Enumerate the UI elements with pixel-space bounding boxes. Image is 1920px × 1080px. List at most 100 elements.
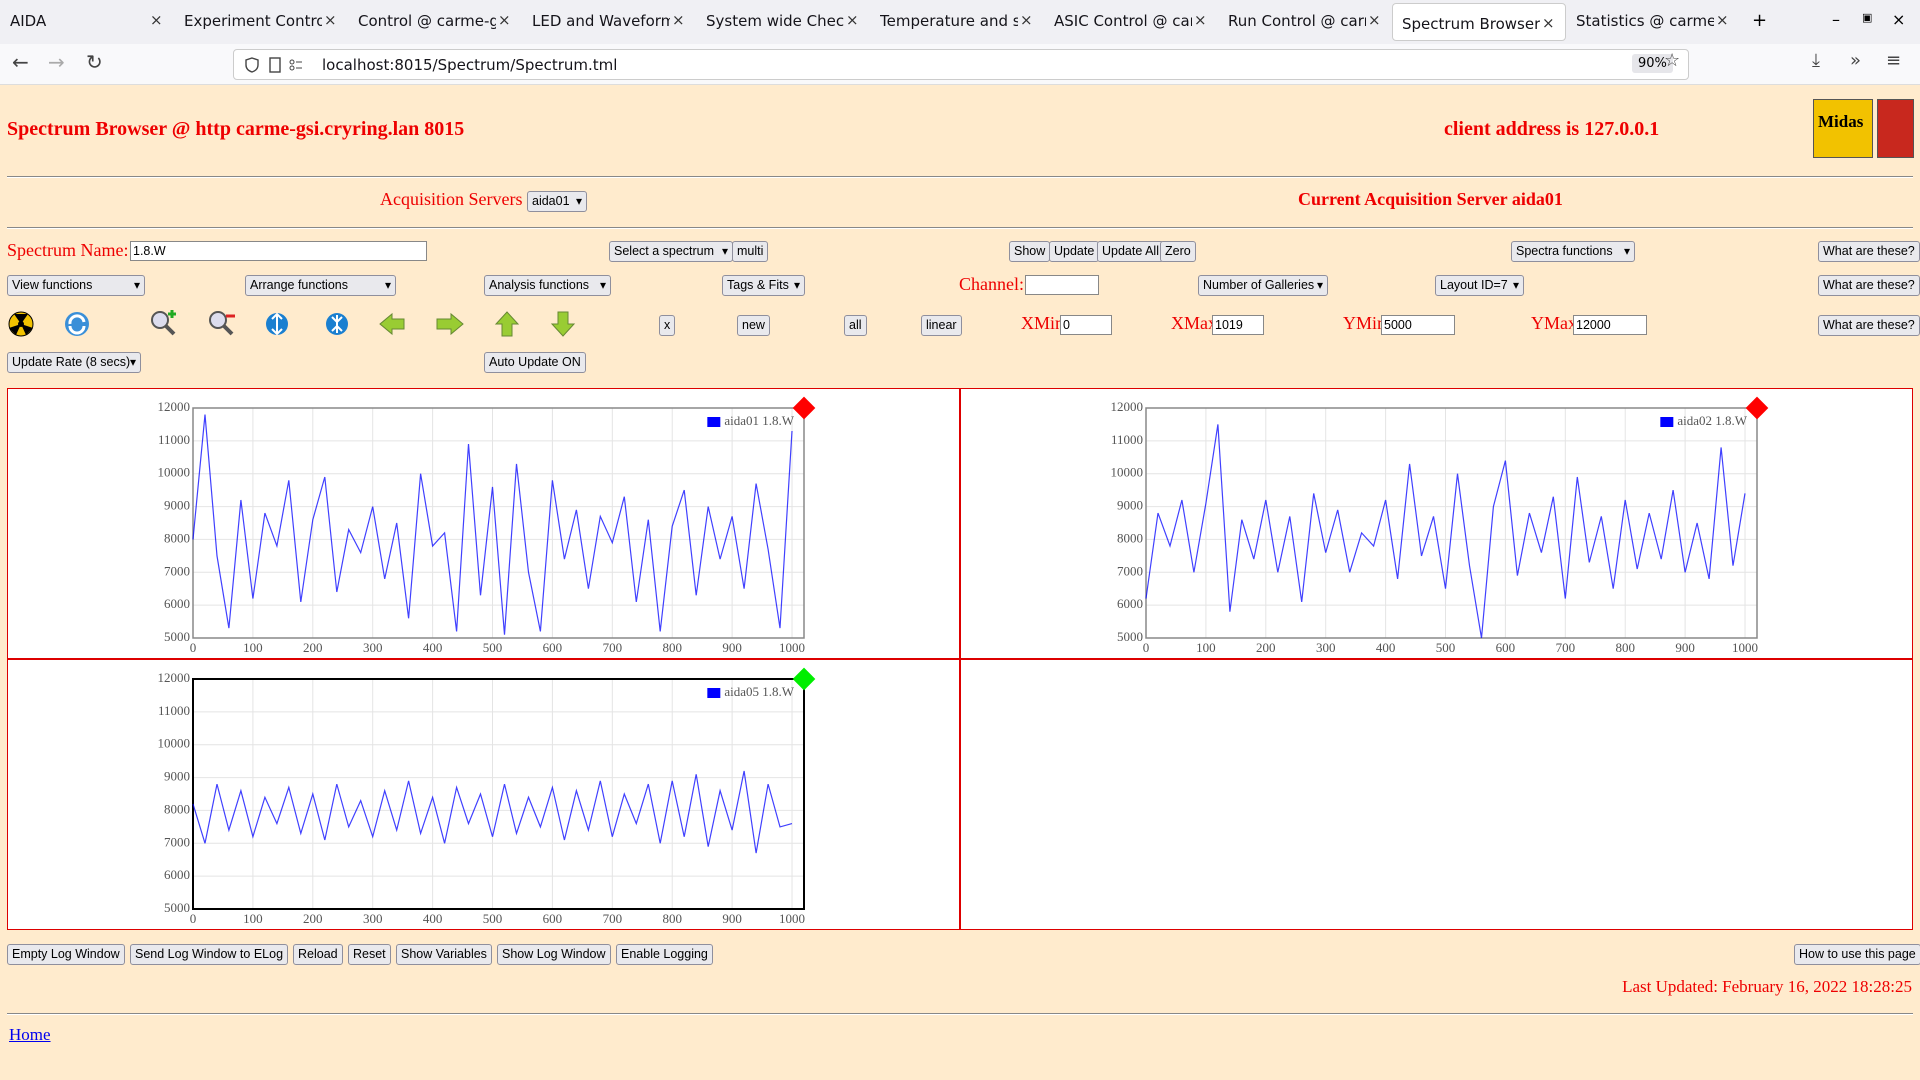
ymax-input[interactable]: 12000: [1573, 315, 1647, 335]
channel-input[interactable]: [1025, 275, 1099, 295]
tab[interactable]: AIDA×: [0, 0, 174, 44]
y-tick-label: 10000: [1111, 465, 1144, 480]
footer-button[interactable]: Show Variables: [396, 944, 492, 965]
tab-close[interactable]: ×: [1020, 11, 1033, 29]
close-button[interactable]: ×: [1892, 10, 1905, 29]
menu-button[interactable]: ≡: [1886, 50, 1901, 71]
refresh-icon[interactable]: [65, 312, 89, 336]
galleries-select[interactable]: Number of Galleries: [1198, 275, 1328, 296]
auto-update-button[interactable]: Auto Update ON: [484, 352, 586, 373]
x-tick-label: 200: [1256, 640, 1276, 655]
tab[interactable]: Temperature and stat×: [870, 0, 1044, 44]
tab-close[interactable]: ×: [1368, 11, 1381, 29]
linear-button[interactable]: linear: [921, 315, 962, 336]
zero-button[interactable]: Zero: [1160, 241, 1196, 262]
reload-button[interactable]: ↻: [86, 50, 103, 74]
tab-close[interactable]: ×: [846, 11, 859, 29]
url-icons: [244, 57, 304, 73]
x-tick-label: 700: [603, 911, 623, 926]
y-tick-label: 7000: [164, 834, 190, 849]
help-button[interactable]: What are these?: [1818, 315, 1920, 336]
bookmark-star[interactable]: ☆: [1664, 50, 1680, 71]
tab-close[interactable]: ×: [498, 11, 511, 29]
tab-title: AIDA: [10, 12, 148, 30]
shrink-icon[interactable]: [326, 313, 348, 335]
y-tick-label: 12000: [158, 399, 191, 414]
tab[interactable]: Run Control @ carme×: [1218, 0, 1392, 44]
y-tick-label: 6000: [164, 867, 190, 882]
home-link[interactable]: Home: [9, 1025, 51, 1045]
update-all-button[interactable]: Update All: [1097, 241, 1164, 262]
server-select[interactable]: aida01: [527, 191, 587, 212]
forward-button[interactable]: →: [48, 50, 65, 74]
xmax-input[interactable]: 1019: [1212, 315, 1264, 335]
x-tick-label: 800: [662, 911, 682, 926]
tab[interactable]: LED and Waveform c×: [522, 0, 696, 44]
show-button[interactable]: Show: [1009, 241, 1050, 262]
ymin-input[interactable]: 5000: [1381, 315, 1455, 335]
servers-label: Acquisition Servers: [380, 189, 522, 210]
clear-icon[interactable]: [9, 312, 33, 336]
legend-label: aida05 1.8.W: [724, 684, 794, 699]
footer-button[interactable]: Send Log Window to ELog: [130, 944, 288, 965]
analysis-functions[interactable]: Analysis functions: [484, 275, 611, 296]
tab-close[interactable]: ×: [1716, 11, 1729, 29]
layout-select[interactable]: Layout ID=7: [1435, 275, 1524, 296]
minimize-button[interactable]: –: [1832, 10, 1840, 29]
logo-text: Midas: [1818, 112, 1863, 132]
x-button[interactable]: x: [659, 315, 675, 336]
tab[interactable]: Statistics @ carme-g×: [1566, 0, 1740, 44]
right-arrow-icon[interactable]: [437, 314, 463, 334]
update-rate-select[interactable]: Update Rate (8 secs): [7, 352, 141, 373]
tab-close[interactable]: ×: [150, 11, 163, 29]
spectra-functions[interactable]: Spectra functions: [1511, 241, 1635, 262]
tab[interactable]: ASIC Control @ carm×: [1044, 0, 1218, 44]
down-arrow-icon[interactable]: [552, 312, 574, 336]
downloads-button[interactable]: ⤓: [1812, 50, 1820, 71]
footer-button[interactable]: Reset: [348, 944, 391, 965]
help-button[interactable]: What are these?: [1818, 241, 1920, 262]
chart-panel: 5000600070008000900010000110001200001002…: [7, 388, 960, 659]
footer-button[interactable]: Reload: [293, 944, 343, 965]
tab-close[interactable]: ×: [672, 11, 685, 29]
howto-button[interactable]: How to use this page: [1794, 944, 1920, 965]
footer-button[interactable]: Show Log Window: [497, 944, 611, 965]
expand-icon[interactable]: [266, 313, 288, 335]
x-tick-label: 500: [483, 911, 503, 926]
overflow-button[interactable]: »: [1850, 50, 1861, 71]
update-button[interactable]: Update: [1049, 241, 1099, 262]
url-box[interactable]: localhost:8015/Spectrum/Spectrum.tml 90%: [233, 49, 1689, 80]
footer-button[interactable]: Empty Log Window: [7, 944, 125, 965]
x-tick-label: 900: [1675, 640, 1695, 655]
y-tick-label: 10000: [158, 465, 191, 480]
tab[interactable]: System wide Checks (×: [696, 0, 870, 44]
y-tick-label: 12000: [1111, 399, 1144, 414]
spectrum-name-input[interactable]: 1.8.W: [130, 241, 427, 261]
select-spectrum[interactable]: Select a spectrum: [609, 241, 733, 262]
tab[interactable]: Experiment Control @×: [174, 0, 348, 44]
maximize-button[interactable]: ▣: [1862, 11, 1872, 24]
new-tab-button[interactable]: +: [1752, 10, 1767, 31]
zoom-in-icon[interactable]: [152, 310, 176, 334]
multi-button[interactable]: multi: [732, 241, 768, 262]
view-functions[interactable]: View functions: [7, 275, 145, 296]
tab-close[interactable]: ×: [324, 11, 337, 29]
client-address: client address is 127.0.0.1: [1444, 118, 1659, 141]
left-arrow-icon[interactable]: [380, 314, 404, 334]
xmin-input[interactable]: 0: [1060, 315, 1112, 335]
tab-close[interactable]: ×: [1542, 14, 1555, 32]
new-button[interactable]: new: [737, 315, 770, 336]
zoom-out-icon[interactable]: [210, 312, 235, 334]
up-arrow-icon[interactable]: [496, 312, 518, 336]
help-button[interactable]: What are these?: [1818, 275, 1920, 296]
back-button[interactable]: ←: [12, 50, 29, 74]
footer-button[interactable]: Enable Logging: [616, 944, 713, 965]
tab[interactable]: Spectrum Browser @×: [1392, 3, 1566, 41]
tags-fits[interactable]: Tags & Fits: [722, 275, 805, 296]
tab[interactable]: Control @ carme-gsi×: [348, 0, 522, 44]
all-button[interactable]: all: [844, 315, 867, 336]
arrange-functions[interactable]: Arrange functions: [245, 275, 396, 296]
tab-close[interactable]: ×: [1194, 11, 1207, 29]
